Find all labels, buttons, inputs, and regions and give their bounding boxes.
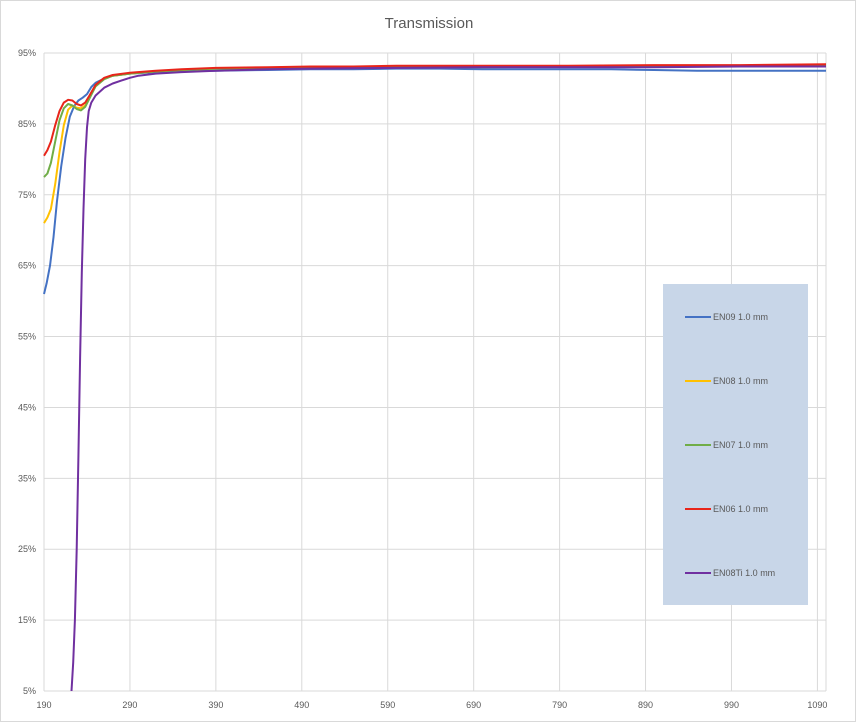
x-tick-label: 790 (552, 700, 567, 710)
legend-entry-4: EN08Ti 1.0 mm (685, 566, 805, 580)
legend-entry-1: EN08 1.0 mm (685, 374, 805, 388)
series-line-4 (70, 65, 826, 692)
series-line-3 (43, 63, 827, 157)
legend-label-1: EN08 1.0 mm (713, 376, 769, 386)
legend-swatch-0 (685, 316, 711, 318)
legend-swatch-4 (685, 572, 711, 574)
legend-label-2: EN07 1.0 mm (713, 440, 769, 450)
legend: EN09 1.0 mm EN08 1.0 mm EN07 1.0 mm EN06… (663, 284, 808, 605)
y-tick-label: 85% (18, 119, 36, 129)
y-tick-label: 65% (18, 261, 36, 271)
x-tick-label: 1090 (807, 700, 827, 710)
y-tick-label: 75% (18, 190, 36, 200)
legend-swatch-3 (685, 508, 711, 510)
x-tick-label: 990 (724, 700, 739, 710)
x-tick-label: 890 (638, 700, 653, 710)
chart-title: Transmission (384, 15, 474, 32)
series-line-1 (43, 64, 827, 224)
legend-label-4: EN08Ti 1.0 mm (713, 568, 776, 578)
legend-swatch-1 (685, 380, 711, 382)
legend-label-0: EN09 1.0 mm (713, 312, 769, 322)
series-line-0 (43, 67, 826, 295)
x-tick-label: 490 (294, 700, 309, 710)
y-tick-label: 15% (18, 615, 36, 625)
y-tick-label: 35% (18, 473, 36, 483)
legend-swatch-2 (685, 444, 711, 446)
series-line-2 (43, 64, 827, 178)
legend-entry-3: EN06 1.0 mm (685, 502, 805, 516)
y-tick-label: 45% (18, 402, 36, 412)
x-tick-label: 690 (466, 700, 481, 710)
x-tick-label: 290 (122, 700, 137, 710)
y-tick-label: 95% (18, 48, 36, 58)
x-tick-label: 390 (208, 700, 223, 710)
legend-entry-0: EN09 1.0 mm (685, 310, 805, 324)
y-tick-label: 55% (18, 332, 36, 342)
x-tick-label: 190 (36, 700, 51, 710)
x-tick-label: 590 (380, 700, 395, 710)
y-tick-label: 25% (18, 544, 36, 554)
y-tick-label: 5% (23, 686, 36, 696)
legend-entry-2: EN07 1.0 mm (685, 438, 805, 452)
legend-label-3: EN06 1.0 mm (713, 504, 769, 514)
